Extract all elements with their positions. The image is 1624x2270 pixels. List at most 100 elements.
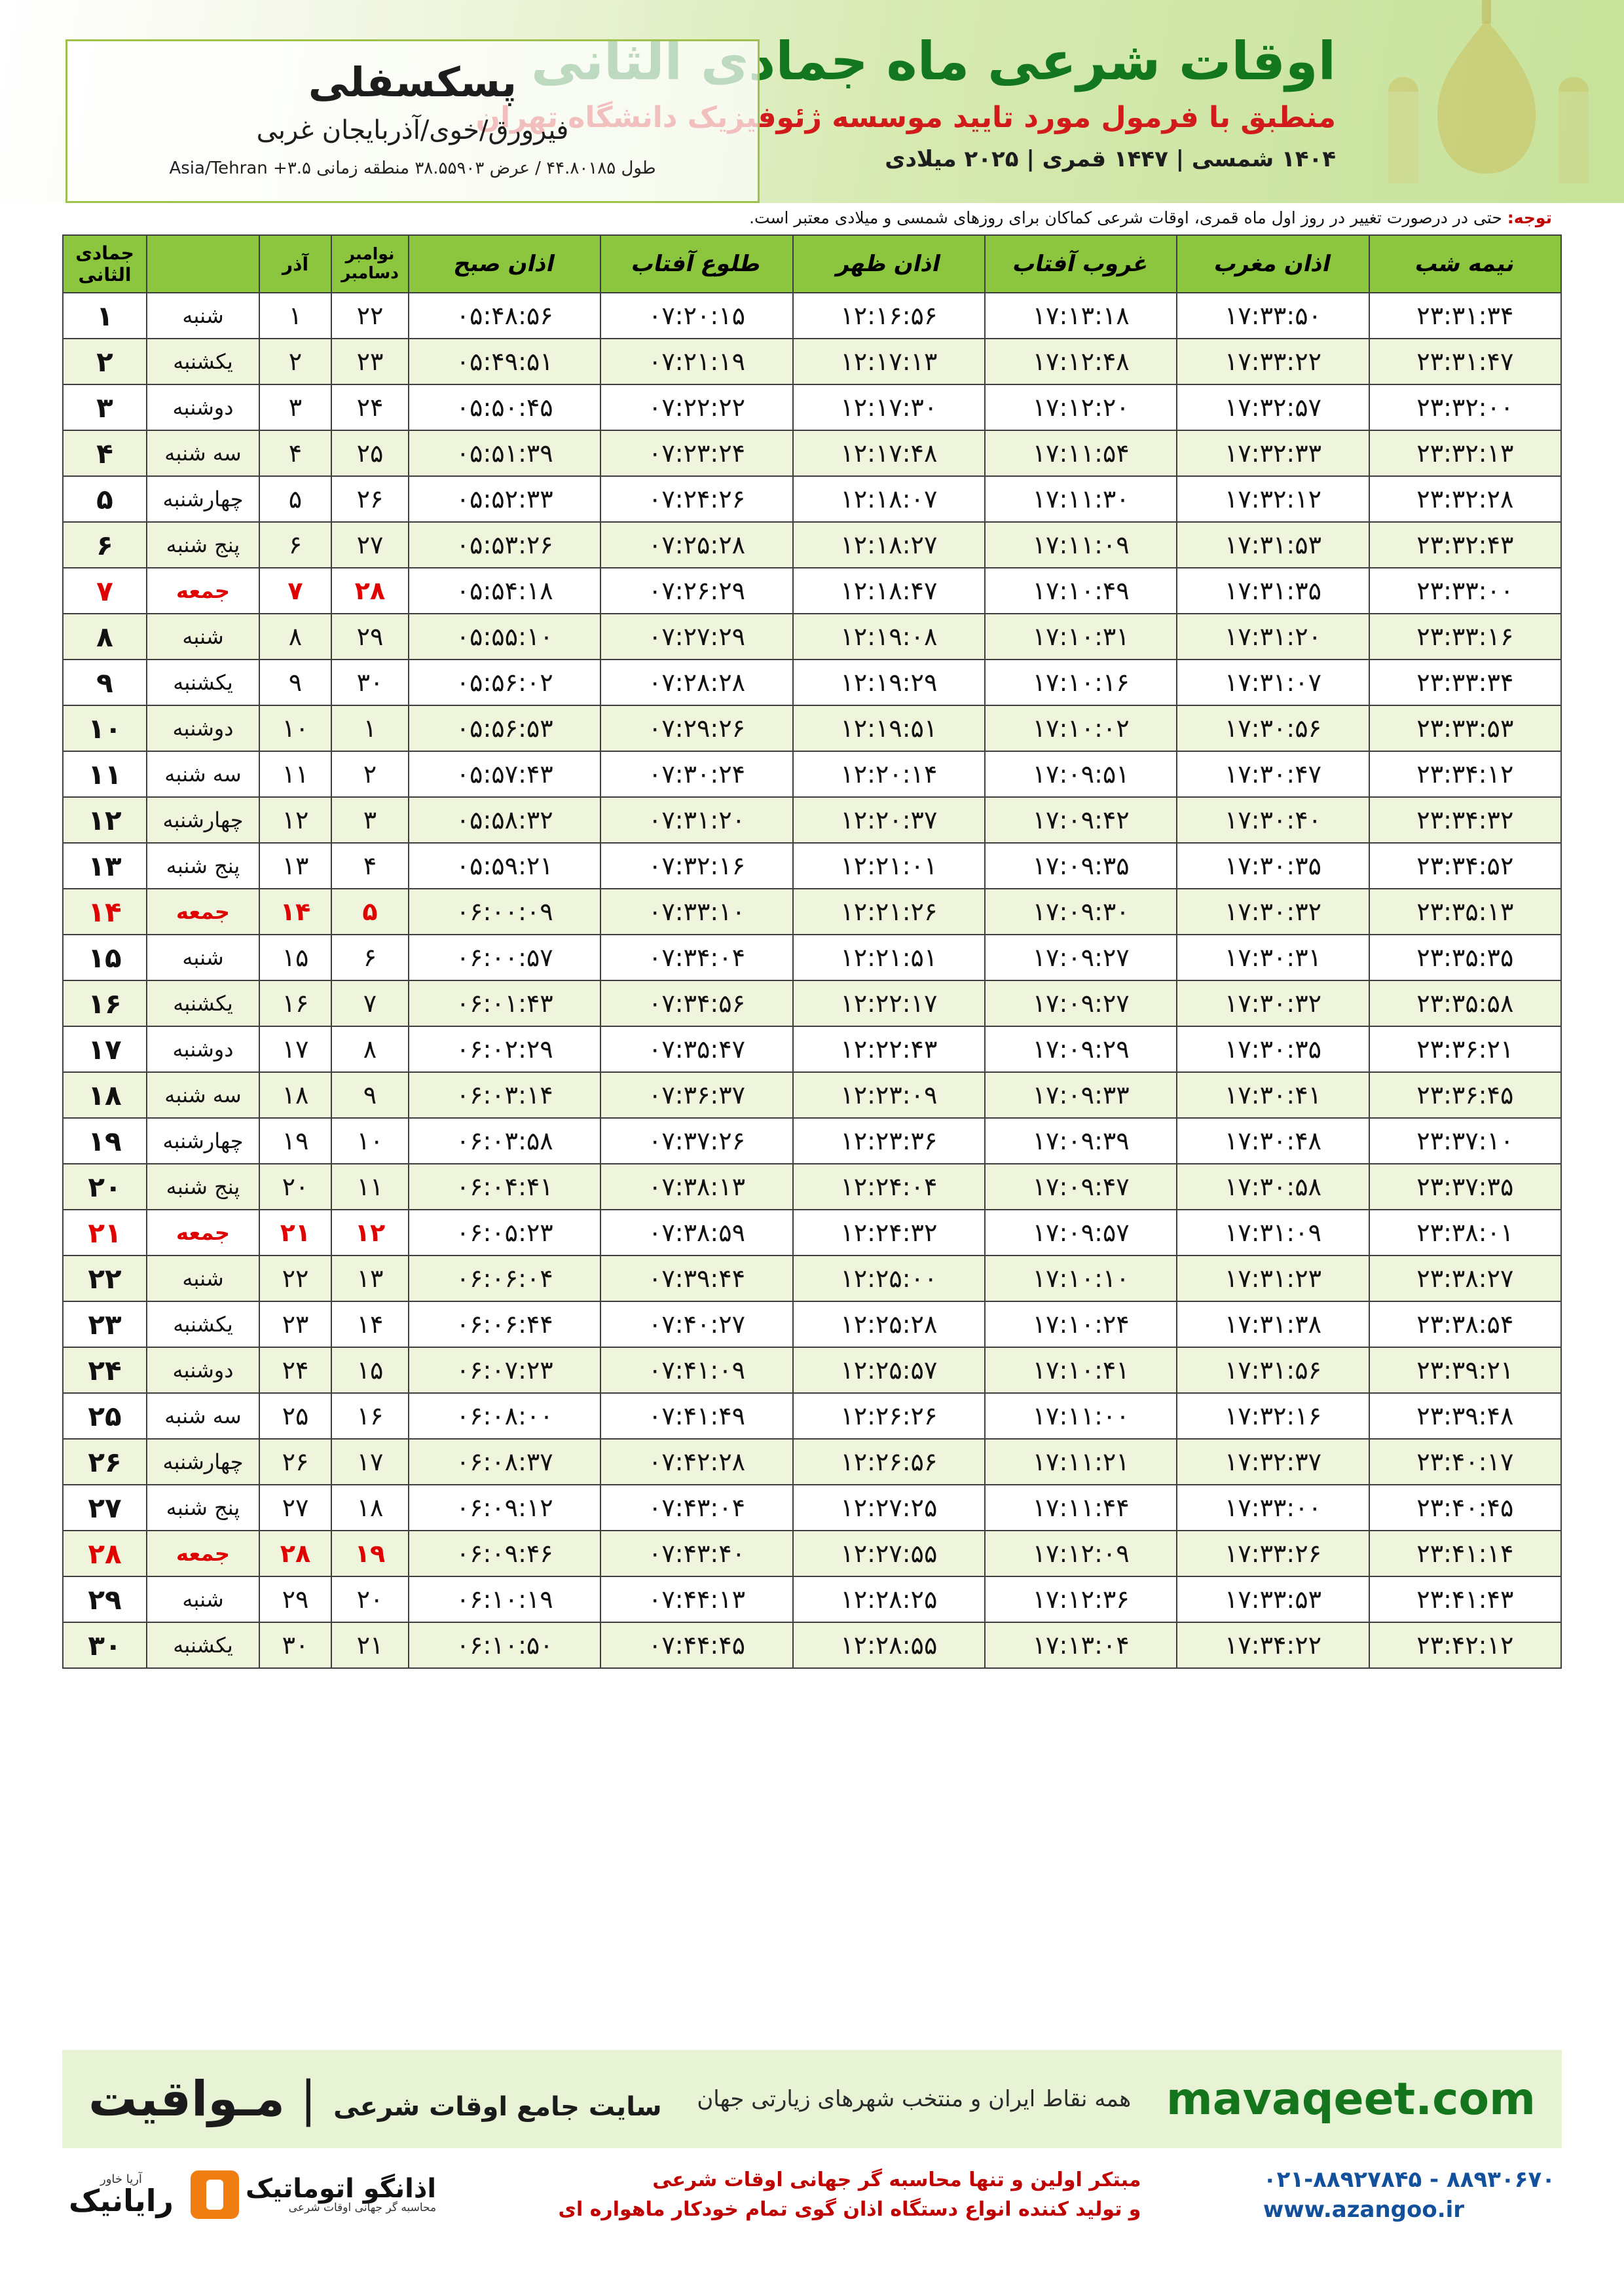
cell-gregorian-day: ۱۶: [331, 1392, 409, 1440]
cell-weekday: سه شنبه: [146, 751, 260, 798]
cell-weekday: یکشنبه: [146, 980, 260, 1027]
cell-gregorian-day: ۲۳: [331, 338, 409, 385]
cell-ghorub-aftab: ۱۷:۰۹:۳۰: [984, 888, 1178, 935]
cell-jamadi-day: ۱۸: [62, 1071, 147, 1119]
cell-azan-zohr: ۱۲:۲۱:۵۱: [792, 934, 986, 981]
col-header-nimeh-shab: نیمه شب: [1368, 234, 1562, 293]
cell-azan-sobh: ۰۶:۰۷:۲۳: [407, 1347, 602, 1394]
cell-azan-zohr: ۱۲:۲۸:۵۵: [792, 1622, 986, 1669]
table-row: ۲۳:۴۱:۱۴ ۱۷:۳۳:۲۶ ۱۷:۱۲:۰۹ ۱۲:۲۷:۵۵ ۰۷:۴۳:۴۰…: [62, 1530, 1562, 1577]
cell-ghorub-aftab: ۱۷:۱۰:۰۲: [984, 705, 1178, 752]
cell-azar-day: ۹: [259, 659, 332, 706]
cell-tolu-aftab: ۰۷:۲۴:۲۶: [600, 475, 794, 523]
table-row: ۲۳:۳۳:۰۰ ۱۷:۳۱:۳۵ ۱۷:۱۰:۴۹ ۱۲:۱۸:۴۷ ۰۷:۲۶:۲۹…: [62, 567, 1562, 614]
azangoo-logo-subtitle: محاسبه گر جهانی اوقات شرعی: [288, 2201, 437, 2215]
cell-azan-maghreb: ۱۷:۳۰:۳۲: [1176, 888, 1370, 935]
cell-azan-sobh: ۰۵:۵۹:۲۱: [407, 842, 602, 889]
cell-weekday: سه شنبه: [146, 1392, 260, 1440]
cell-azan-zohr: ۱۲:۲۱:۲۶: [792, 888, 986, 935]
cell-tolu-aftab: ۰۷:۲۵:۲۸: [600, 521, 794, 568]
table-row: ۲۳:۳۴:۵۲ ۱۷:۳۰:۳۵ ۱۷:۰۹:۳۵ ۱۲:۲۱:۰۱ ۰۷:۳۲:۱۶…: [62, 842, 1562, 889]
cell-tolu-aftab: ۰۷:۲۲:۲۲: [600, 384, 794, 431]
cell-azan-zohr: ۱۲:۲۱:۰۱: [792, 842, 986, 889]
note-row: توجه: حتی در درصورت تغییر در روز اول ماه…: [0, 208, 1624, 227]
cell-azan-sobh: ۰۵:۴۹:۵۱: [407, 338, 602, 385]
city-coordinates: طول ۴۴.۸۰۱۸۵ / عرض ۳۸.۵۵۹۰۳ منطقه زمانی …: [169, 158, 656, 178]
cell-jamadi-day: ۲۳: [62, 1301, 147, 1348]
cell-azan-sobh: ۰۵:۵۱:۳۹: [407, 430, 602, 477]
cell-ghorub-aftab: ۱۷:۰۹:۲۷: [984, 980, 1178, 1027]
cell-azan-zohr: ۱۲:۱۶:۵۶: [792, 292, 986, 339]
cell-tolu-aftab: ۰۷:۳۷:۲۶: [600, 1117, 794, 1164]
cell-nimeh-shab: ۲۳:۳۱:۳۴: [1368, 292, 1562, 339]
footer-brand-ar-main: مـواقیت: [88, 2071, 285, 2127]
cell-azar-day: ۲۴: [259, 1347, 332, 1394]
cell-nimeh-shab: ۲۳:۳۸:۰۱: [1368, 1209, 1562, 1256]
col-header-weekday: [146, 234, 260, 293]
cell-nimeh-shab: ۲۳:۳۹:۴۸: [1368, 1392, 1562, 1440]
cell-nimeh-shab: ۲۳:۴۰:۴۵: [1368, 1484, 1562, 1531]
cell-gregorian-day: ۲۰: [331, 1576, 409, 1623]
cell-ghorub-aftab: ۱۷:۰۹:۴۷: [984, 1163, 1178, 1210]
cell-tolu-aftab: ۰۷:۲۰:۱۵: [600, 292, 794, 339]
cell-jamadi-day: ۱۶: [62, 980, 147, 1027]
cell-gregorian-day: ۱۴: [331, 1301, 409, 1348]
cell-jamadi-day: ۲۶: [62, 1438, 147, 1485]
cell-azan-maghreb: ۱۷:۳۲:۳۳: [1176, 430, 1370, 477]
cell-jamadi-day: ۲۵: [62, 1392, 147, 1440]
cell-jamadi-day: ۹: [62, 659, 147, 706]
footer-marketing-line-2: و تولید کننده انواع دستگاه اذان گوی تمام…: [558, 2198, 1141, 2221]
cell-tolu-aftab: ۰۷:۲۱:۱۹: [600, 338, 794, 385]
cell-azan-zohr: ۱۲:۲۲:۴۳: [792, 1026, 986, 1073]
footer-phone: ۰۲۱-۸۸۹۲۷۸۴۵ - ۸۸۹۳۰۶۷۰: [1263, 2167, 1555, 2193]
cell-nimeh-shab: ۲۳:۳۶:۴۵: [1368, 1071, 1562, 1119]
cell-azar-day: ۱: [259, 292, 332, 339]
cell-gregorian-day: ۹: [331, 1071, 409, 1119]
cell-azan-maghreb: ۱۷:۳۰:۳۵: [1176, 1026, 1370, 1073]
cell-gregorian-day: ۵: [331, 888, 409, 935]
cell-weekday: چهارشنبه: [146, 1438, 260, 1485]
table-row: ۲۳:۴۰:۴۵ ۱۷:۳۳:۰۰ ۱۷:۱۱:۴۴ ۱۲:۲۷:۲۵ ۰۷:۴۳:۰۴…: [62, 1484, 1562, 1531]
cell-tolu-aftab: ۰۷:۲۶:۲۹: [600, 567, 794, 614]
cell-azan-zohr: ۱۲:۲۴:۰۴: [792, 1163, 986, 1210]
cell-ghorub-aftab: ۱۷:۱۰:۴۹: [984, 567, 1178, 614]
cell-nimeh-shab: ۲۳:۳۵:۳۵: [1368, 934, 1562, 981]
cell-azan-sobh: ۰۵:۵۳:۲۶: [407, 521, 602, 568]
cell-gregorian-day: ۱۱: [331, 1163, 409, 1210]
cell-weekday: شنبه: [146, 292, 260, 339]
note-text: حتی در درصورت تغییر در روز اول ماه قمری،…: [749, 208, 1502, 227]
table-row: ۲۳:۳۸:۰۱ ۱۷:۳۱:۰۹ ۱۷:۰۹:۵۷ ۱۲:۲۴:۳۲ ۰۷:۳۸:۵۹…: [62, 1209, 1562, 1256]
col-header-gregorian: نوامبر دسامبر: [331, 234, 409, 293]
cell-azan-sobh: ۰۶:۰۳:۵۸: [407, 1117, 602, 1164]
cell-jamadi-day: ۱: [62, 292, 147, 339]
azangoo-logo: اذانگو اتوماتیک محاسبه گر جهانی اوقات شر…: [190, 2170, 436, 2219]
cell-azan-zohr: ۱۲:۱۹:۰۸: [792, 613, 986, 660]
footer-marketing-line-1: مبتکر اولین و تنها محاسبه گر جهانی اوقات…: [652, 2168, 1141, 2191]
cell-azan-maghreb: ۱۷:۳۲:۵۷: [1176, 384, 1370, 431]
cell-gregorian-day: ۲۱: [331, 1622, 409, 1669]
cell-azan-maghreb: ۱۷:۳۳:۵۰: [1176, 292, 1370, 339]
cell-azar-day: ۱۵: [259, 934, 332, 981]
footer-website[interactable]: www.azangoo.ir: [1263, 2197, 1465, 2223]
cell-azar-day: ۱۶: [259, 980, 332, 1027]
table-header-row: نیمه شب اذان مغرب غروب آفتاب اذان ظهر طل…: [62, 234, 1562, 293]
cell-jamadi-day: ۱۲: [62, 796, 147, 844]
cell-azan-zohr: ۱۲:۲۰:۳۷: [792, 796, 986, 844]
cell-gregorian-day: ۲۲: [331, 292, 409, 339]
cell-azan-maghreb: ۱۷:۳۰:۴۱: [1176, 1071, 1370, 1119]
azangoo-mark-icon: [190, 2170, 239, 2219]
cell-nimeh-shab: ۲۳:۴۲:۱۲: [1368, 1622, 1562, 1669]
cell-gregorian-day: ۱۳: [331, 1255, 409, 1302]
cell-gregorian-day: ۲۸: [331, 567, 409, 614]
rayaneek-logo: آریا خاور رایانیک: [69, 2174, 174, 2216]
cell-tolu-aftab: ۰۷:۳۹:۴۴: [600, 1255, 794, 1302]
cell-azar-day: ۱۰: [259, 705, 332, 752]
footer-site-url[interactable]: mavaqeet.com: [1166, 2073, 1536, 2125]
cell-ghorub-aftab: ۱۷:۱۲:۳۶: [984, 1576, 1178, 1623]
cell-weekday: شنبه: [146, 1255, 260, 1302]
cell-azan-maghreb: ۱۷:۳۳:۲۶: [1176, 1530, 1370, 1577]
cell-azar-day: ۶: [259, 521, 332, 568]
azangoo-logo-text: اذانگو اتوماتیک محاسبه گر جهانی اوقات شر…: [246, 2175, 436, 2214]
cell-azan-zohr: ۱۲:۱۸:۴۷: [792, 567, 986, 614]
cell-azar-day: ۱۲: [259, 796, 332, 844]
